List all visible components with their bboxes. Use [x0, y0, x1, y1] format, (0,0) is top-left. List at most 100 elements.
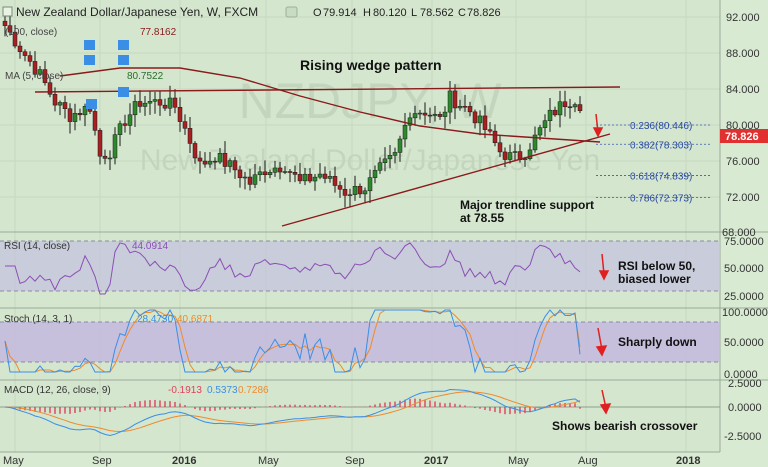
eye-icon[interactable] — [285, 6, 298, 18]
time-tick: May — [508, 455, 529, 467]
candle-body — [152, 99, 158, 102]
candle-body — [442, 111, 448, 117]
candle-body — [522, 158, 528, 161]
candle-body — [407, 117, 413, 126]
candle-body — [552, 109, 558, 116]
ohlc-low: 78.562 — [420, 7, 454, 19]
candle-body — [222, 152, 228, 167]
candle-body — [232, 160, 238, 171]
settings-icon[interactable] — [84, 55, 95, 65]
candle-body — [377, 162, 383, 171]
candle-body — [37, 69, 43, 75]
candle-body — [387, 155, 393, 160]
macd-value: 0.5373 — [207, 385, 238, 396]
candle-body — [117, 123, 123, 135]
ohlc-l-label: L — [411, 7, 417, 19]
ma5-label: MA (5, close) — [5, 71, 63, 82]
rsi-line — [5, 242, 581, 295]
settings-icon[interactable] — [118, 40, 129, 50]
ohlc-o-label: O — [313, 7, 322, 19]
candle-body — [462, 106, 468, 108]
candle-body — [537, 127, 543, 136]
collapse-icon[interactable] — [2, 6, 13, 17]
candle-body — [27, 55, 33, 62]
fib-label: 0.382(78.303) — [630, 140, 692, 151]
stoch-label: Stoch (14, 3, 1) — [4, 314, 72, 325]
candle-body — [412, 113, 418, 119]
ohlc-open: 79.914 — [323, 7, 357, 19]
fibonacci-levels: 0.236(80.446) 0.382(78.303) 0.618(74.839) 0… — [596, 121, 710, 205]
settings-icon[interactable] — [84, 40, 95, 50]
fib-label: 0.786(72.373) — [630, 194, 692, 205]
support-note-line2: at 78.55 — [460, 211, 504, 225]
candle-body — [437, 114, 443, 117]
rsi-label: RSI (14, close) — [4, 241, 70, 252]
candle-body — [402, 124, 408, 140]
ma5-value: 80.7522 — [127, 71, 164, 82]
candle-body — [372, 170, 378, 178]
time-tick: Sep — [345, 455, 365, 467]
price-tick: 88.000 — [726, 48, 760, 60]
macd-hist-value: -0.1913 — [168, 385, 202, 396]
annotation-arrows — [592, 113, 612, 415]
time-tick: 2016 — [172, 455, 196, 467]
candle-body — [22, 51, 28, 56]
candle-body — [472, 111, 478, 124]
candle-body — [562, 101, 568, 108]
candle-body — [487, 129, 493, 132]
settings-icon[interactable] — [118, 87, 129, 97]
candle-body — [67, 108, 73, 122]
candle-body — [382, 158, 388, 164]
time-tick: 2017 — [424, 455, 448, 467]
ohlc-close: 78.826 — [467, 7, 501, 19]
macd-tick: 2.5000 — [728, 378, 762, 390]
candle-body — [307, 173, 313, 182]
candle-body — [12, 31, 18, 47]
ohlc-h-label: H — [363, 7, 371, 19]
ohlc-high: 80.120 — [373, 7, 407, 19]
candle-body — [217, 152, 223, 163]
candle-body — [457, 106, 463, 109]
candle-body — [137, 101, 143, 107]
candle-body — [317, 173, 323, 178]
candle-body — [242, 176, 248, 179]
symbol-title: New Zealand Dollar/Japanese Yen, W, FXCM — [16, 5, 258, 19]
candle-body — [577, 104, 583, 111]
candle-body — [17, 45, 23, 52]
stoch-tick: 0.0000 — [724, 369, 758, 381]
candle-body — [162, 104, 168, 109]
time-tick: Sep — [92, 455, 112, 467]
macd-signal-line — [4, 391, 581, 433]
settings-icon[interactable] — [118, 55, 129, 65]
settings-icon[interactable] — [86, 99, 97, 109]
candle-body — [192, 143, 198, 159]
candle-body — [422, 112, 428, 116]
candle-body — [447, 90, 453, 113]
candle-body — [567, 106, 573, 109]
candle-body — [507, 152, 513, 160]
candle-body — [257, 171, 263, 176]
watermark-symbol: NZDJPY, W — [239, 73, 503, 129]
candle-body — [527, 149, 533, 159]
candle-body — [547, 109, 553, 121]
candle-body — [132, 101, 138, 116]
stoch-k-value: 28.4730 — [137, 314, 174, 325]
candle-body — [397, 138, 403, 153]
stoch-d-value: 40.6871 — [177, 314, 214, 325]
sma100-line — [59, 67, 601, 143]
price-tick: 84.000 — [726, 84, 760, 96]
candle-body — [202, 160, 208, 165]
candle-body — [337, 185, 343, 190]
candle-body — [52, 94, 58, 106]
candle-body — [482, 115, 488, 130]
stoch-tick: 50.0000 — [724, 337, 764, 349]
candle-body — [282, 171, 288, 173]
candle-body — [352, 186, 358, 195]
fib-label: 0.236(80.446) — [630, 121, 692, 132]
time-tick: May — [3, 455, 24, 467]
candle-body — [227, 160, 233, 167]
time-tick: 2018 — [676, 455, 700, 467]
candle-body — [167, 97, 173, 109]
candle-body — [107, 157, 113, 160]
